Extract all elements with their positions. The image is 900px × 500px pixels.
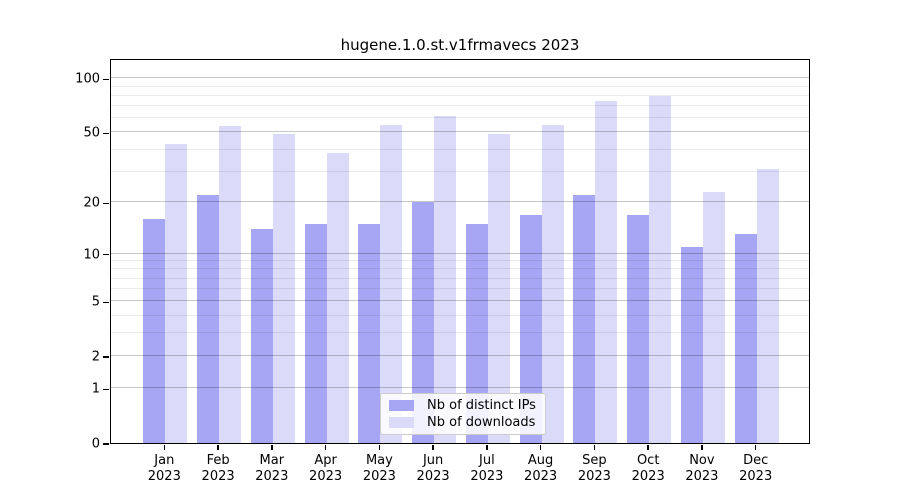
legend: Nb of distinct IPs Nb of downloads <box>380 393 546 435</box>
bar-distinct-ips-nov <box>680 246 703 443</box>
y-axis-tick <box>103 202 109 205</box>
chart-title: hugene.1.0.st.v1frmavecs 2023 <box>340 36 580 54</box>
legend-label: Nb of downloads <box>427 415 536 430</box>
major-gridline <box>111 252 809 254</box>
x-axis-tick <box>754 444 757 450</box>
minor-gridline <box>111 277 809 279</box>
x-axis-label-may: May 2023 <box>362 453 396 484</box>
bar-distinct-ips-apr <box>304 223 327 443</box>
x-axis-tick <box>324 444 327 450</box>
x-axis-label-nov: Nov 2023 <box>685 453 719 484</box>
distinct-ips-swatch <box>389 400 414 411</box>
x-axis-label-jun: Jun 2023 <box>416 453 450 484</box>
bar-downloads-may <box>380 124 403 443</box>
bar-distinct-ips-jul <box>465 223 488 443</box>
minor-gridline <box>111 117 809 119</box>
y-axis-tick-label: 100 <box>75 71 100 87</box>
minor-gridline <box>111 268 809 270</box>
bar-distinct-ips-aug <box>519 214 542 443</box>
minor-gridline <box>111 105 809 107</box>
bar-downloads-dec <box>756 169 779 443</box>
y-axis-tick-label: 10 <box>83 247 100 262</box>
minor-gridline <box>111 94 809 96</box>
bar-downloads-oct <box>649 95 672 443</box>
bar-distinct-ips-mar <box>250 229 273 443</box>
y-axis-tick <box>103 253 109 256</box>
major-gridline <box>111 355 809 357</box>
x-axis-label-jan: Jan 2023 <box>147 453 181 484</box>
x-axis-tick <box>163 444 166 450</box>
y-axis-tick-label: 5 <box>91 294 100 310</box>
minor-gridline <box>111 288 809 290</box>
bar-distinct-ips-feb <box>197 195 220 443</box>
bar-distinct-ips-oct <box>627 214 650 443</box>
major-gridline <box>111 77 809 79</box>
bar-downloads-jan <box>165 143 188 443</box>
bar-downloads-jul <box>487 133 510 443</box>
x-axis-tick <box>271 444 273 450</box>
minor-gridline <box>111 314 809 316</box>
x-axis-tick <box>647 444 649 450</box>
x-axis-label-jul: Jul 2023 <box>470 453 504 484</box>
y-axis-tick <box>103 78 109 80</box>
y-axis-tick-label: 0 <box>91 436 100 452</box>
major-gridline <box>111 201 809 203</box>
plot-area <box>110 59 810 444</box>
major-gridline <box>111 387 809 389</box>
y-axis-tick <box>103 132 109 134</box>
x-axis-tick <box>539 444 542 450</box>
bar-distinct-ips-dec <box>734 234 757 443</box>
x-axis-label-sep: Sep 2023 <box>577 453 611 484</box>
legend-label: Nb of distinct IPs <box>427 398 536 413</box>
minor-gridline <box>111 148 809 150</box>
bar-distinct-ips-may <box>358 223 381 443</box>
bar-downloads-apr <box>326 153 349 443</box>
y-axis-tick-label: 1 <box>91 381 100 397</box>
major-gridline <box>111 300 809 302</box>
minor-gridline <box>111 260 809 261</box>
legend-item-downloads: Nb of downloads <box>381 415 545 430</box>
x-axis-tick <box>217 444 219 450</box>
y-axis-tick-label: 50 <box>83 125 100 141</box>
x-axis-tick <box>432 444 434 450</box>
bar-downloads-nov <box>702 191 725 443</box>
minor-gridline <box>111 332 809 334</box>
x-axis-label-dec: Dec 2023 <box>739 453 773 484</box>
downloads-swatch <box>389 417 414 428</box>
legend-item-distinct-ips: Nb of distinct IPs <box>381 398 545 413</box>
x-axis-label-mar: Mar 2023 <box>255 453 289 484</box>
bar-downloads-mar <box>272 133 295 443</box>
x-axis-tick <box>593 444 596 450</box>
x-axis-label-aug: Aug 2023 <box>524 453 558 484</box>
y-axis-tick <box>103 388 109 390</box>
bar-downloads-jun <box>434 115 457 443</box>
bar-downloads-aug <box>541 124 564 443</box>
major-gridline <box>111 131 809 133</box>
bar-distinct-ips-jun <box>412 202 435 443</box>
minor-gridline <box>111 170 809 172</box>
x-axis-tick <box>701 444 703 450</box>
bar-distinct-ips-jan <box>143 219 166 443</box>
x-axis-label-oct: Oct 2023 <box>631 453 665 484</box>
y-axis-tick-label: 20 <box>83 195 100 211</box>
x-axis-label-apr: Apr 2023 <box>309 453 343 484</box>
bar-downloads-feb <box>219 126 242 443</box>
bar-downloads-sep <box>595 100 618 443</box>
y-axis-tick-label: 2 <box>91 349 100 365</box>
x-axis-tick <box>486 444 488 450</box>
y-axis-tick <box>103 301 109 304</box>
minor-gridline <box>111 85 809 87</box>
x-axis-tick <box>378 444 381 450</box>
y-axis-tick <box>103 356 109 358</box>
bar-distinct-ips-sep <box>573 195 596 443</box>
x-axis-label-feb: Feb 2023 <box>201 453 235 484</box>
y-axis-tick <box>103 443 109 445</box>
